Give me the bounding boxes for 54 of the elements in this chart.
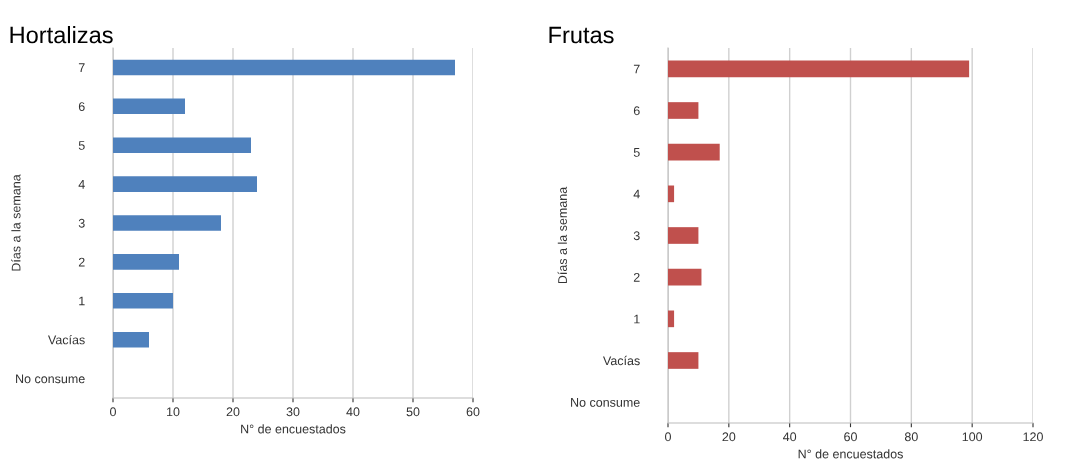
y-tick-label: 2: [633, 272, 640, 282]
y-tick-label: 4: [633, 189, 640, 199]
x-tick-label: 50: [406, 407, 420, 417]
bar: [668, 352, 699, 369]
x-tick-label: 120: [1023, 432, 1043, 442]
x-tick-label: 30: [286, 407, 300, 417]
bar: [668, 268, 702, 286]
x-tick-label: 0: [665, 432, 671, 442]
y-tick-label: 6: [633, 106, 640, 116]
chart-title: Frutas: [549, 26, 614, 44]
x-tick-label: 10: [167, 407, 180, 417]
y-tick-label: 1: [79, 296, 85, 306]
y-tick-label: 1: [634, 314, 640, 324]
bar: [113, 254, 179, 270]
x-tick-label: 60: [844, 432, 857, 442]
y-tick-label: 3: [633, 231, 640, 241]
bar: [668, 60, 970, 78]
y-tick-label: No consume: [16, 374, 85, 384]
bar: [668, 310, 675, 328]
y-tick-label: 5: [633, 148, 640, 157]
y-tick-label: 5: [78, 141, 85, 150]
x-axis-title: N° de encuestados: [241, 424, 346, 434]
y-tick-label: 2: [78, 257, 85, 267]
y-tick-label: 4: [78, 180, 85, 189]
y-tick-label: No consume: [571, 398, 640, 407]
x-tick-label: 100: [962, 432, 983, 442]
bar: [113, 98, 185, 115]
y-tick-label: Vacías: [602, 355, 640, 366]
bar: [668, 185, 675, 203]
bar: [668, 102, 699, 119]
y-tick-label: 7: [78, 63, 85, 72]
bar: [668, 227, 699, 244]
y-axis-title: Días a la semana: [557, 186, 567, 284]
x-tick-label: 0: [110, 407, 116, 417]
y-tick-label: 7: [633, 64, 640, 74]
bar: [113, 331, 149, 348]
x-tick-label: 60: [466, 407, 480, 417]
x-tick-label: 40: [783, 432, 797, 442]
x-tick-label: 80: [904, 432, 918, 442]
y-tick-label: 3: [78, 218, 85, 228]
x-tick-label: 20: [722, 432, 736, 442]
bar: [113, 137, 251, 153]
bar: [113, 215, 221, 231]
x-axis-title: N° de encuestados: [798, 449, 903, 459]
bar: [113, 176, 257, 192]
y-axis-title: Días a la semana: [11, 174, 21, 271]
y-tick-label: Vacías: [47, 334, 85, 345]
x-tick-label: 40: [346, 407, 360, 417]
y-tick-label: 6: [78, 102, 85, 111]
bar: [113, 293, 173, 309]
x-tick-label: 20: [226, 407, 240, 417]
chart-title: Hortalizas: [10, 25, 113, 44]
bar: [113, 59, 455, 76]
bar: [668, 143, 720, 161]
